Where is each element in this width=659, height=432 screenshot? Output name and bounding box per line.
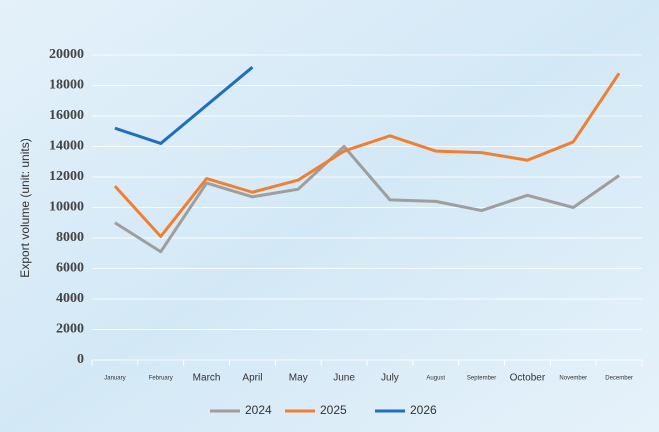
legend-label: 2024 bbox=[245, 403, 272, 417]
x-tick-label: January bbox=[104, 376, 125, 382]
y-tick-label: 4000 bbox=[56, 291, 84, 306]
x-tick-label: March bbox=[193, 373, 221, 384]
y-tick-label: 12000 bbox=[49, 169, 84, 184]
y-tick-label: 16000 bbox=[49, 108, 84, 123]
x-tick-label: October bbox=[510, 373, 546, 384]
x-tick-label: November bbox=[559, 376, 587, 382]
legend-label: 2026 bbox=[410, 403, 437, 417]
x-tick-label: September bbox=[467, 376, 496, 382]
x-tick-label: July bbox=[381, 373, 399, 384]
x-tick-label: August bbox=[426, 376, 445, 382]
y-tick-label: 20000 bbox=[49, 47, 84, 62]
x-tick-label: May bbox=[289, 373, 308, 384]
y-tick-label: 2000 bbox=[56, 322, 84, 337]
y-tick-label: 10000 bbox=[49, 200, 84, 215]
y-axis-title: Export volume (unit: units) bbox=[18, 138, 32, 277]
series-line bbox=[114, 66, 254, 145]
series-line bbox=[113, 72, 621, 238]
y-tick-label: 0 bbox=[77, 352, 84, 367]
x-tick-label: April bbox=[242, 373, 262, 384]
series-line bbox=[114, 145, 620, 254]
y-tick-label: 8000 bbox=[56, 230, 84, 245]
y-tick-label: 6000 bbox=[56, 261, 84, 276]
x-tick-label: December bbox=[605, 376, 633, 382]
legend-label: 2025 bbox=[320, 403, 347, 417]
y-tick-label: 18000 bbox=[49, 78, 84, 93]
y-tick-label: 14000 bbox=[49, 139, 84, 154]
x-tick-label: February bbox=[149, 376, 173, 382]
x-tick-label: June bbox=[333, 373, 355, 384]
